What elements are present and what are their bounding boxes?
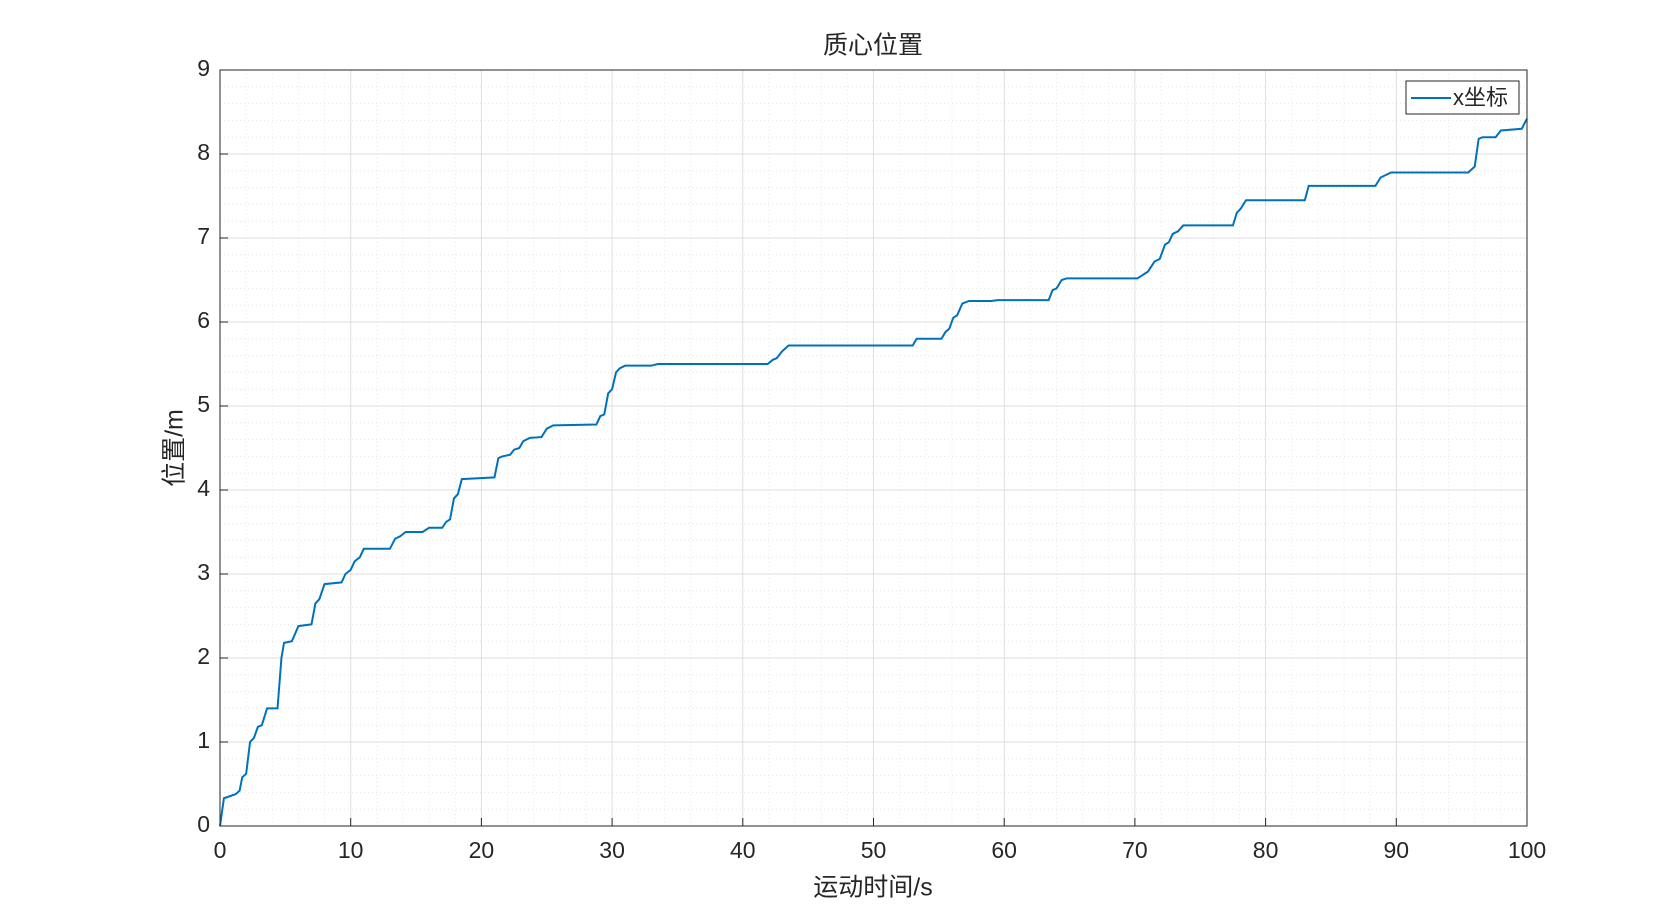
y-tick-label: 1	[197, 727, 210, 753]
y-tick-label: 2	[197, 643, 210, 669]
x-tick-label: 90	[1384, 837, 1410, 863]
x-tick-label: 20	[469, 837, 495, 863]
x-tick-label: 100	[1508, 837, 1546, 863]
y-tick-label: 4	[197, 475, 210, 501]
x-tick-label: 70	[1122, 837, 1148, 863]
y-tick-label: 3	[197, 559, 210, 585]
x-tick-label: 0	[214, 837, 227, 863]
x-axis-label: 运动时间/s	[813, 874, 932, 902]
x-tick-label: 40	[730, 837, 756, 863]
y-tick-label: 5	[197, 391, 210, 417]
y-axis-label: 位置/m	[161, 409, 189, 487]
y-tick-label: 7	[197, 223, 210, 249]
x-tick-label: 50	[861, 837, 887, 863]
x-tick-label: 80	[1253, 837, 1279, 863]
x-tick-label: 10	[338, 837, 364, 863]
plot	[219, 118, 1528, 827]
x-tick-label: 30	[599, 837, 625, 863]
legend: x坐标	[1405, 80, 1520, 115]
data-line	[219, 118, 1528, 827]
y-tick-label: 9	[197, 55, 210, 81]
legend-label: x坐标	[1453, 85, 1508, 110]
chart-title: 质心位置	[823, 32, 923, 60]
y-tick-label: 8	[197, 139, 210, 165]
y-tick-label: 6	[197, 307, 210, 333]
x-tick-label: 60	[991, 837, 1017, 863]
y-tick-label: 0	[197, 811, 210, 837]
